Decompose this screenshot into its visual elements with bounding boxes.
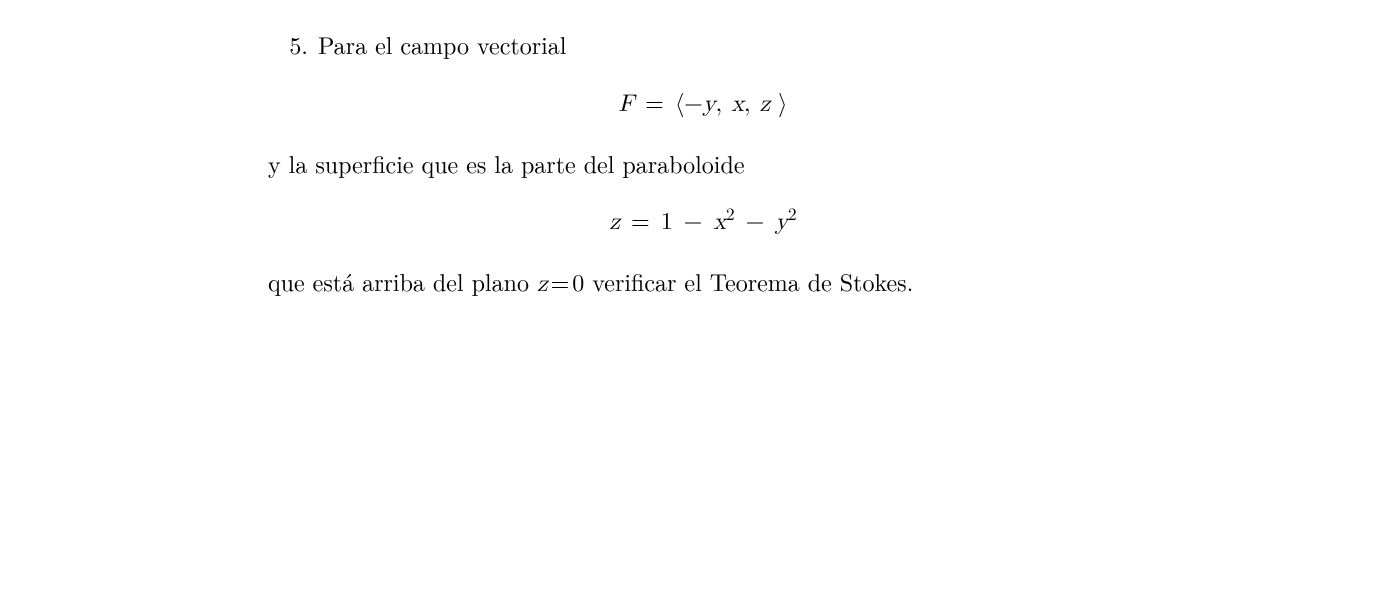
problem-intro-line: 5. Para el campo vectorial xyxy=(268,28,1138,62)
eq2-y: y xyxy=(775,210,788,234)
end-text-post: verificar el Teorema de Stokes. xyxy=(584,264,913,298)
eq1-comma2: , xyxy=(744,92,752,116)
problem-end-line: que está arriba del plano z=0 verificar … xyxy=(268,265,1138,302)
equation-vector-field: F = ⟨−y, x, z ⟩ xyxy=(268,90,1138,119)
inline-z: z xyxy=(537,272,548,296)
eq1-comma1: , xyxy=(716,92,724,116)
eq2-one: 1 xyxy=(661,210,673,234)
inline-eq: z=0 xyxy=(537,272,584,296)
eq1-open-bracket: ⟨ xyxy=(675,92,684,116)
eq2-minus2: − xyxy=(743,210,768,234)
eq1-y: y xyxy=(703,92,716,116)
eq2-z: z xyxy=(609,210,620,234)
eq2-minus1: − xyxy=(681,210,706,234)
problem-content: 5. Para el campo vectorial F = ⟨−y, x, z… xyxy=(268,28,1138,302)
problem-number: 5. xyxy=(268,28,308,62)
problem-intro-text: Para el campo vectorial xyxy=(318,28,1138,62)
eq2-y-exp: 2 xyxy=(788,207,797,224)
eq2-equals: = xyxy=(628,210,653,234)
eq2-x-exp: 2 xyxy=(726,207,735,224)
inline-equals: = xyxy=(548,272,573,296)
eq2-x: x xyxy=(713,210,726,234)
eq1-neg: − xyxy=(684,92,703,116)
eq1-lhs: F xyxy=(619,92,635,116)
equation-paraboloid: z = 1 − x2 − y2 xyxy=(268,208,1138,237)
eq1-close-bracket: ⟩ xyxy=(778,92,787,116)
eq1-z: z xyxy=(760,92,771,116)
problem-mid-text: y la superficie que es la parte del para… xyxy=(268,147,1138,181)
eq1-x: x xyxy=(731,92,744,116)
eq1-equals: = xyxy=(642,92,667,116)
inline-zero: 0 xyxy=(572,272,584,296)
end-text-pre: que está arriba del plano xyxy=(268,264,537,298)
